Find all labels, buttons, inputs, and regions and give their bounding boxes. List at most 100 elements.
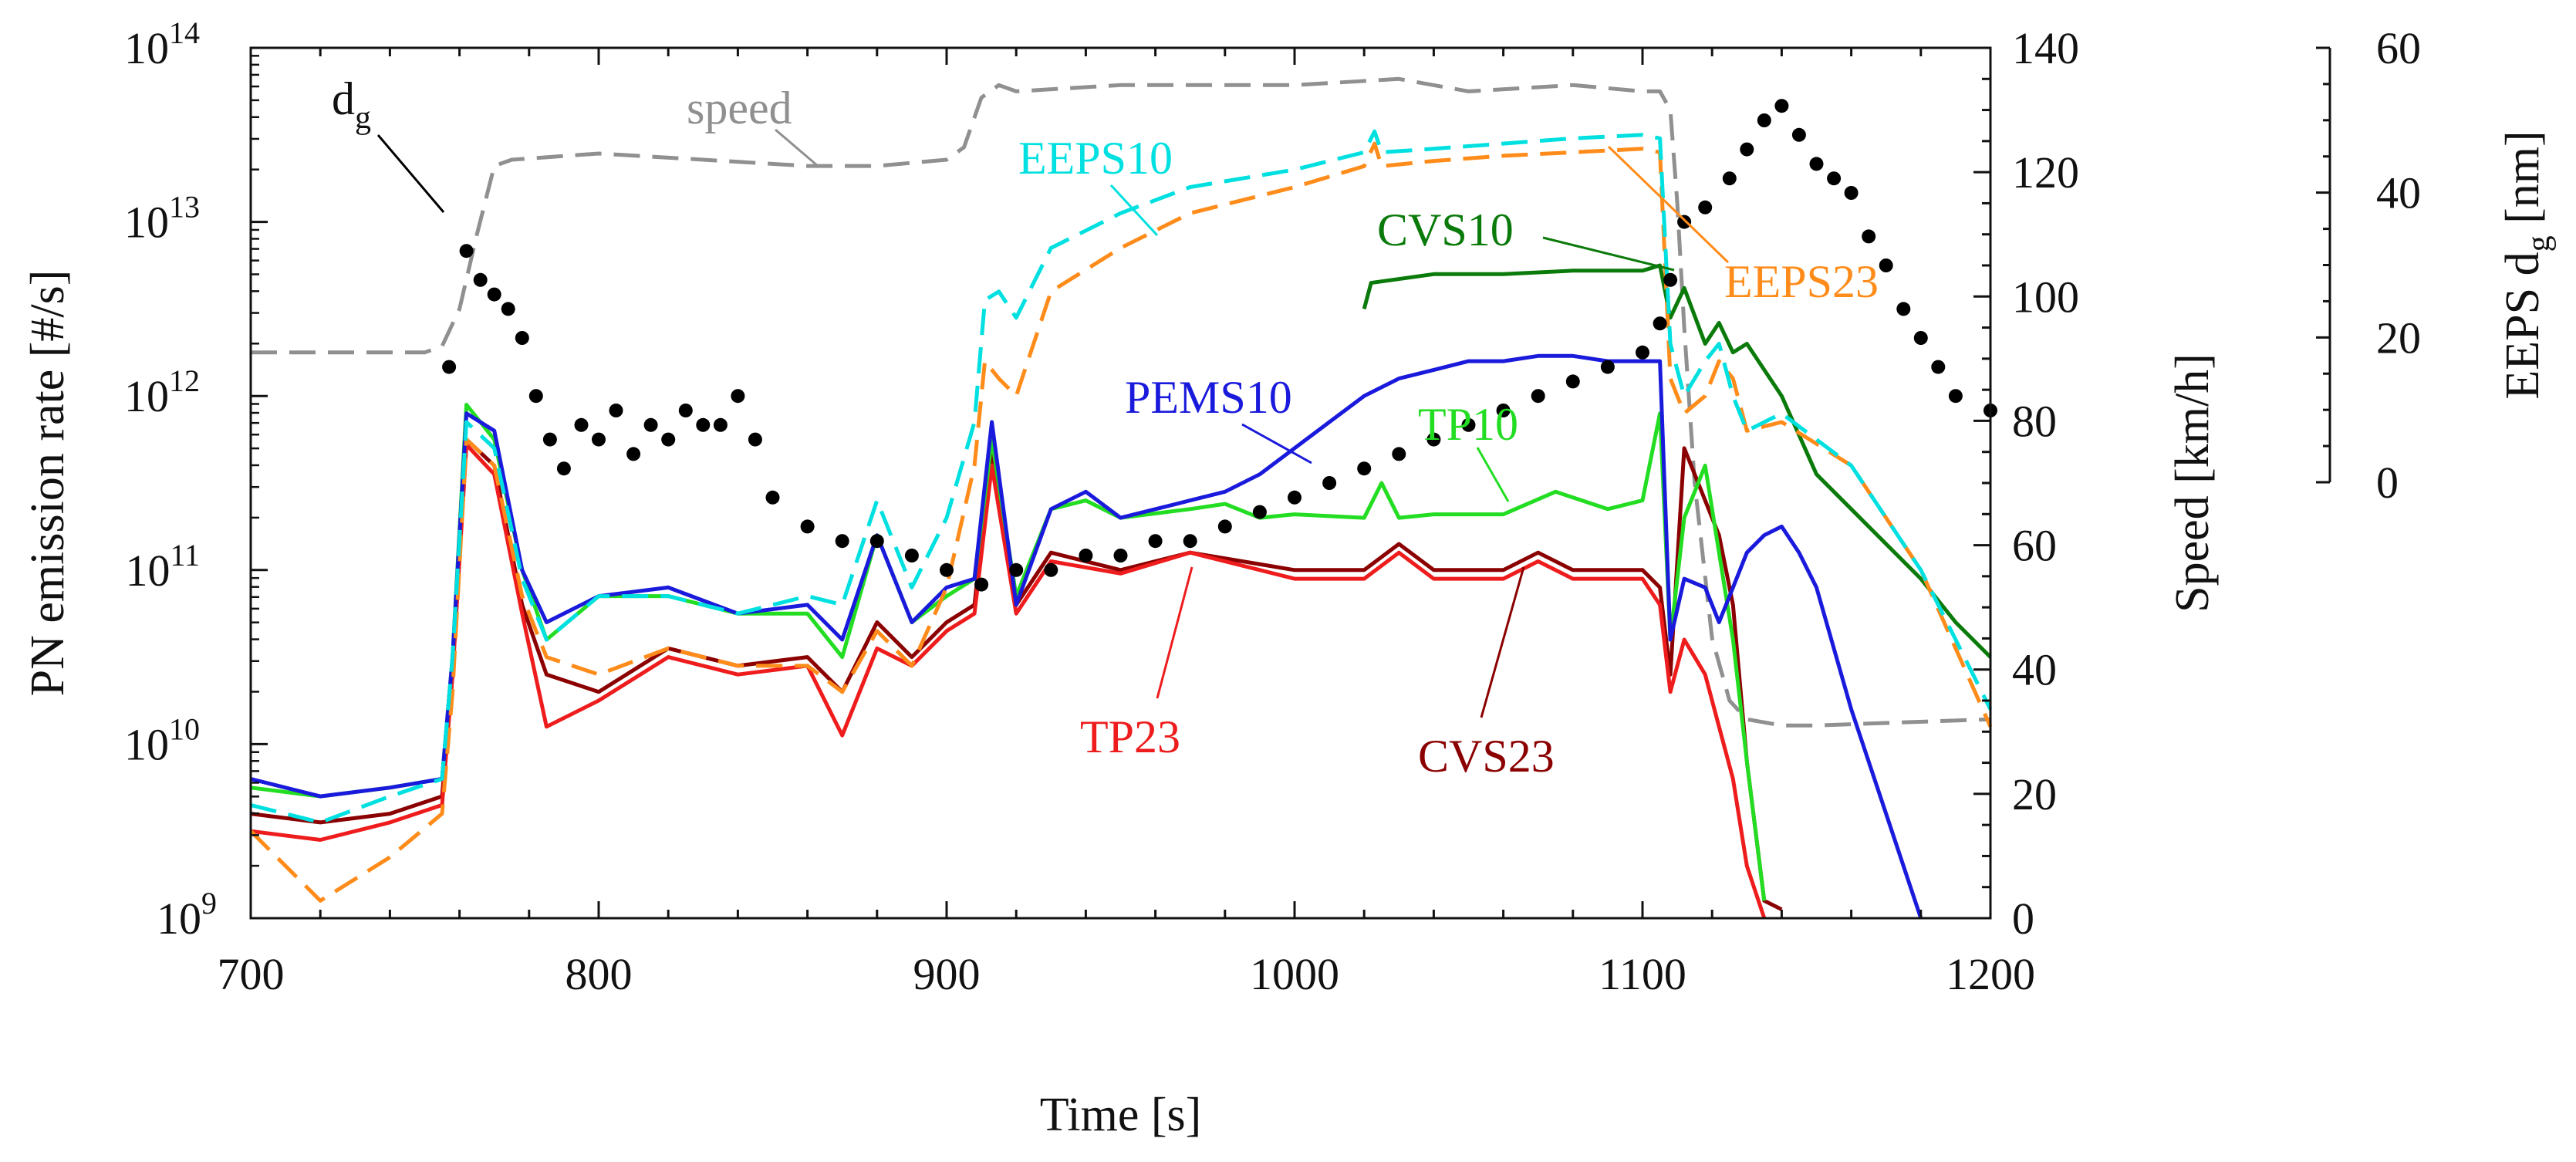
dg-point [1722, 171, 1737, 186]
dg-point [1698, 200, 1713, 214]
label-dg: dg [332, 73, 371, 136]
x-tick-label: 1100 [1599, 949, 1686, 999]
dg-point [1663, 272, 1678, 287]
label-eeps23: EEPS23 [1724, 256, 1879, 307]
speed-tick-label: 40 [2012, 645, 2057, 695]
label-tp23: TP23 [1080, 711, 1180, 762]
x-tick-label: 800 [566, 949, 633, 999]
label-cvs10: CVS10 [1377, 204, 1514, 255]
dg-point [940, 562, 954, 577]
dg-tick-label: 40 [2376, 168, 2421, 218]
dg-point [748, 432, 762, 447]
leader-eeps10 [1109, 184, 1159, 237]
dg-point [1879, 258, 1893, 272]
dg-point [1948, 389, 1963, 404]
dg-tick-label: 0 [2376, 458, 2399, 508]
speed-tick-label: 140 [2012, 23, 2079, 73]
label-pems10: PEMS10 [1125, 372, 1292, 423]
dg-point [713, 417, 728, 432]
dg-point [800, 519, 815, 534]
dg-point [696, 417, 711, 432]
y-tick-label: 1010 [124, 711, 200, 769]
series-cvs23 [250, 437, 1783, 911]
dg-point [1079, 549, 1093, 562]
dg-point [1931, 360, 1946, 374]
x-tick-label: 1000 [1250, 949, 1339, 999]
label-speed: speed [687, 83, 792, 133]
dg-point [1322, 476, 1337, 490]
dg-point [1636, 345, 1649, 360]
series-eeps23 [249, 141, 1993, 903]
leader-speed [775, 128, 819, 167]
dg-point [1653, 316, 1667, 331]
dg-point [1531, 389, 1545, 404]
speed-tick-label: 0 [2012, 893, 2034, 944]
series-cvs10 [1362, 263, 1992, 659]
x-tick-label: 700 [218, 949, 285, 999]
label-tp10: TP10 [1418, 399, 1518, 450]
label-cvs23: CVS23 [1418, 731, 1555, 782]
dg-point [626, 447, 641, 461]
y-tick-label: 1012 [124, 363, 200, 421]
dg-point [1791, 127, 1806, 142]
y-tick-label: 1011 [125, 538, 200, 596]
leader-tp10 [1476, 447, 1510, 502]
dg-point [442, 360, 457, 374]
dg-point [835, 534, 849, 549]
x-axis-title: Time [s] [1040, 1089, 1202, 1141]
x-tick-label: 900 [913, 949, 981, 999]
dg-point [609, 404, 623, 417]
dg-point [1183, 534, 1197, 549]
dg-point [643, 417, 658, 432]
dg-point [574, 417, 589, 432]
dg-point [1461, 417, 1476, 432]
label-eeps10: EEPS10 [1018, 133, 1173, 184]
dg-point [515, 331, 529, 345]
dg-point [473, 272, 488, 287]
dg-point [1844, 186, 1859, 200]
x-tick-label: 1200 [1946, 949, 2035, 999]
dg-point [1217, 519, 1232, 534]
dg-point [661, 432, 676, 447]
axes-layer: 700 800 900 1000 1100 12001091010101110121013… [124, 15, 2421, 999]
series-pems10 [250, 353, 1923, 919]
dg-point [1113, 549, 1128, 562]
dg-point [1600, 360, 1615, 374]
dg-point [731, 389, 745, 404]
dg-point [1809, 157, 1824, 171]
dg-point [1740, 142, 1754, 157]
dg-point [974, 577, 989, 592]
leader-tp23 [1156, 566, 1193, 699]
dg-point [1757, 113, 1771, 127]
y-tick-label: 109 [157, 886, 217, 944]
speed-tick-label: 100 [2012, 272, 2079, 322]
leader-eeps23 [1607, 145, 1730, 264]
leader-cvs10 [1542, 236, 1675, 272]
dg-point [1677, 214, 1692, 229]
dg-tick-label: 60 [2376, 23, 2421, 73]
dg-point [487, 287, 501, 302]
dg-point [1913, 331, 1928, 345]
dg-point [459, 244, 474, 258]
y-axis-title-dg: EEPS dg [nm] [2497, 130, 2557, 399]
dg-point [1774, 99, 1789, 113]
dg-point [1896, 302, 1911, 316]
speed-tick-label: 20 [2012, 769, 2057, 819]
dg-point [501, 302, 515, 316]
dg-point [1426, 432, 1441, 447]
speed-tick-label: 120 [2012, 147, 2079, 198]
leader-pems10 [1241, 423, 1312, 464]
dg-point [1862, 229, 1876, 244]
dg-point [1148, 534, 1163, 549]
leader-cvs23 [1480, 566, 1525, 718]
series-tp23 [250, 442, 1767, 919]
series-eeps10 [250, 129, 1993, 825]
dg-point [528, 389, 543, 404]
series-dg [442, 99, 1997, 592]
dg-point [765, 490, 780, 505]
dg-point [1496, 404, 1511, 417]
dg-point [592, 432, 606, 447]
dg-point [1252, 505, 1267, 519]
dg-point [556, 461, 571, 476]
